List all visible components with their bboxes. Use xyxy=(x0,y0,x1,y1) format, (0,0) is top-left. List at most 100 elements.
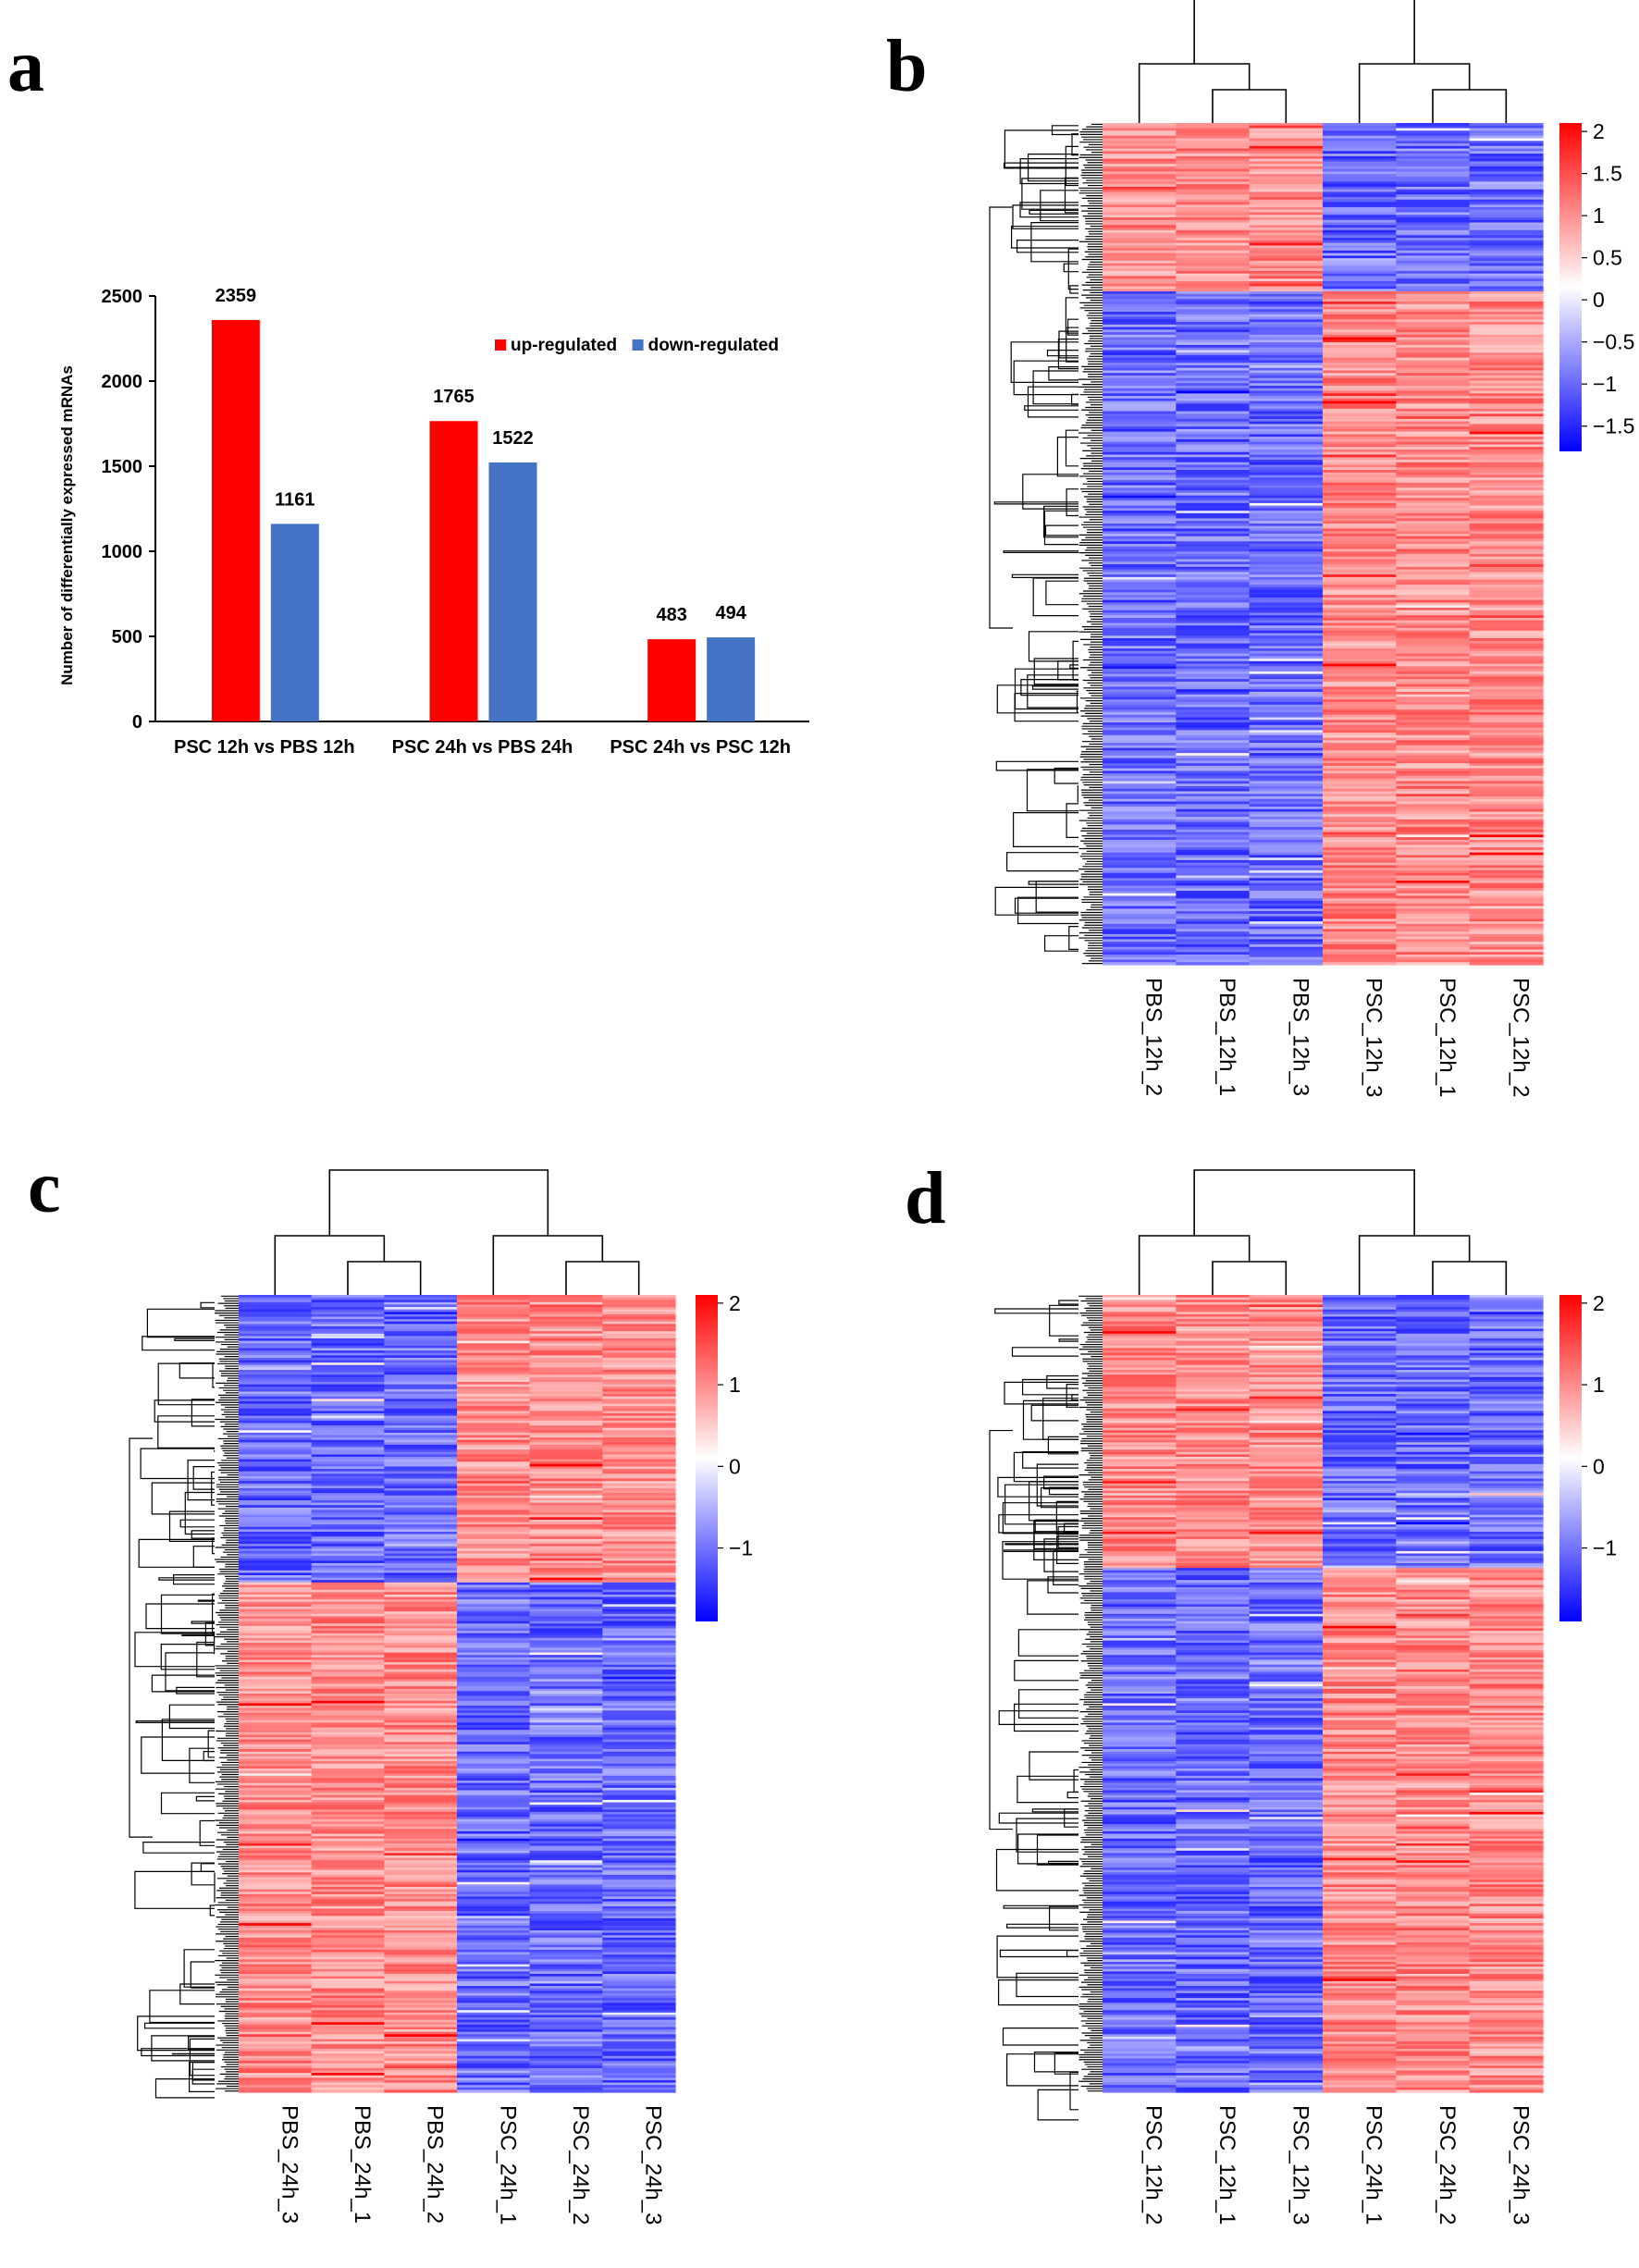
heatmap-cell xyxy=(239,1502,313,1506)
heatmap-cell xyxy=(602,1811,676,1816)
heatmap-cell xyxy=(1249,556,1324,561)
heatmap-cell xyxy=(1469,291,1544,295)
heatmap-cell xyxy=(529,1698,603,1702)
heatmap-cell xyxy=(311,1833,385,1837)
heatmap-cell xyxy=(239,1447,313,1450)
heatmap-cell xyxy=(311,2073,385,2077)
heatmap-cell xyxy=(457,1362,531,1366)
heatmap-cell xyxy=(311,1611,385,1615)
heatmap-cell xyxy=(384,2003,458,2006)
heatmap-cell xyxy=(529,1384,603,1387)
heatmap-cell xyxy=(1323,242,1397,246)
heatmap-cell xyxy=(1323,855,1397,858)
heatmap-cell xyxy=(1103,370,1177,374)
heatmap-cell xyxy=(1176,666,1251,670)
heatmap-cell xyxy=(529,1478,603,1482)
heatmap-cell xyxy=(529,1449,603,1453)
heatmap-cell xyxy=(1469,592,1544,596)
heatmap-cell xyxy=(529,1998,603,2002)
heatmap-cell xyxy=(457,1817,531,1820)
heatmap-cell xyxy=(384,1510,458,1513)
heatmap-cell xyxy=(384,1328,458,1332)
heatmap-cell xyxy=(602,2019,676,2023)
heatmap-cell xyxy=(239,1793,313,1796)
heatmap-cell xyxy=(1469,720,1544,723)
heatmap-cell xyxy=(311,1978,385,1982)
heatmap-cell xyxy=(1103,449,1177,453)
heatmap-cell xyxy=(1176,347,1251,351)
heatmap-cell xyxy=(384,1881,458,1885)
heatmap-cell xyxy=(1396,765,1471,770)
dendrogram-branch xyxy=(168,1704,215,1730)
heatmap-cell xyxy=(239,1406,313,1410)
heatmap-cell xyxy=(239,1988,313,1991)
heatmap-cell xyxy=(384,1324,458,1327)
heatmap-cell xyxy=(239,2046,313,2050)
heatmap-cell xyxy=(384,1814,458,1818)
heatmap-cell xyxy=(239,1495,313,1499)
heatmap-cell xyxy=(239,1686,313,1690)
heatmap-cell xyxy=(1103,228,1177,231)
heatmap-cell xyxy=(1176,396,1251,400)
heatmap-cell xyxy=(602,1643,676,1646)
bar-up-regulated-2 xyxy=(647,639,696,721)
heatmap-cell xyxy=(1396,585,1471,588)
heatmap-cell xyxy=(457,1611,531,1615)
heatmap-cell xyxy=(384,1333,458,1337)
heatmap-cell xyxy=(1396,633,1471,636)
heatmap-cell xyxy=(457,1340,531,1344)
heatmap-cell xyxy=(602,1925,676,1929)
heatmap-cell xyxy=(239,1920,313,1924)
heatmap-cell xyxy=(311,2087,385,2090)
heatmap-cell xyxy=(1103,785,1177,790)
heatmap-cell xyxy=(384,1343,458,1347)
heatmap-cell xyxy=(1176,521,1251,524)
heatmap-cell xyxy=(1469,589,1544,593)
heatmap-cell xyxy=(1176,656,1251,659)
heatmap-cell xyxy=(602,2027,676,2030)
heatmap-cell xyxy=(384,1307,458,1311)
heatmap-cell xyxy=(457,1459,531,1462)
heatmap-cell xyxy=(1469,612,1544,616)
heatmap-cell xyxy=(384,1806,458,1810)
heatmap-cell xyxy=(1323,794,1397,797)
heatmap-cell xyxy=(529,1531,603,1535)
heatmap-cell xyxy=(1176,324,1251,328)
heatmap-cell xyxy=(239,1541,313,1545)
heatmap-cell xyxy=(1469,151,1544,154)
heatmap-cell xyxy=(1103,174,1177,178)
heatmap-cell xyxy=(1249,656,1324,659)
data-label: 2359 xyxy=(216,286,257,306)
heatmap-cell xyxy=(1103,962,1177,966)
heatmap-cell xyxy=(384,1584,458,1588)
heatmap-cell xyxy=(1103,401,1177,404)
heatmap-cell xyxy=(457,1734,531,1738)
heatmap-cell xyxy=(529,2022,603,2026)
heatmap-cell xyxy=(1323,572,1397,575)
heatmap-cell xyxy=(529,1423,603,1426)
heatmap-cell xyxy=(457,1763,531,1767)
heatmap-cell xyxy=(1469,722,1544,726)
heatmap-cell xyxy=(311,2061,385,2065)
heatmap-cell xyxy=(602,1892,676,1895)
heatmap-cell xyxy=(1323,597,1397,601)
heatmap-cell xyxy=(1469,505,1544,509)
heatmap-cell xyxy=(457,1983,531,1987)
heatmap-cell xyxy=(311,1940,385,1943)
heatmap-cell xyxy=(1396,559,1471,562)
heatmap-cell xyxy=(311,1333,385,1337)
heatmap-cell xyxy=(529,1857,603,1861)
heatmap-cell xyxy=(1176,556,1251,561)
heatmap-cell xyxy=(1396,406,1471,410)
heatmap-cell xyxy=(529,2046,603,2050)
dendrogram-branch xyxy=(200,1863,215,1872)
heatmap-cell xyxy=(529,1826,603,1830)
heatmap-cell xyxy=(602,1710,676,1714)
heatmap-cell xyxy=(1103,556,1177,561)
heatmap-cell xyxy=(384,1797,458,1801)
heatmap-cell xyxy=(1396,939,1471,943)
heatmap-cell xyxy=(1249,875,1324,879)
heatmap-cell xyxy=(1103,807,1177,810)
heatmap-cell xyxy=(457,1686,531,1690)
heatmap-cell xyxy=(457,1799,531,1804)
